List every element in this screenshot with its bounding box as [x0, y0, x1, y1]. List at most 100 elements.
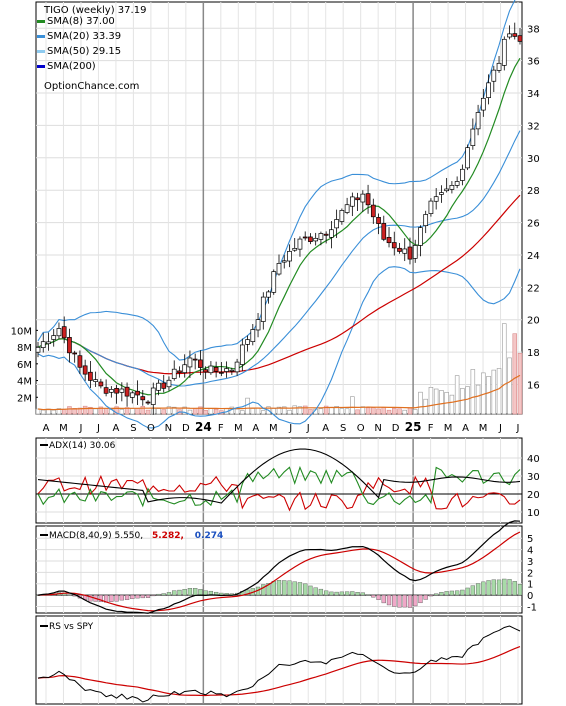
- candle-up: [480, 97, 486, 111]
- macd-hist-bar: [88, 594, 93, 602]
- x-tick-label: J: [78, 423, 82, 434]
- macd-signal-value: 5.282,: [152, 531, 184, 541]
- candle-up: [119, 388, 125, 393]
- macd-label: MACD(8,40,9) 5.550, 5.282, 0.274: [49, 531, 223, 541]
- macd-hist-bar: [245, 589, 250, 596]
- x-tick-label: A: [252, 423, 259, 434]
- volume-bar: [365, 407, 371, 415]
- x-tick-label: F: [428, 423, 434, 434]
- candle-up: [266, 291, 271, 298]
- macd-hist-bar: [444, 591, 449, 596]
- x-tick-label: F: [218, 423, 224, 434]
- macd-hist-bar: [287, 580, 292, 596]
- candle-down: [135, 390, 140, 396]
- x-tick-label: A: [462, 423, 469, 434]
- macd-hist-bar: [365, 594, 371, 596]
- macd-signal-line: [37, 531, 521, 612]
- candle-up: [229, 369, 235, 372]
- volume-bar: [234, 408, 240, 415]
- volume-bar: [512, 333, 518, 415]
- volume-bar: [287, 409, 292, 415]
- candle-up: [412, 245, 418, 259]
- macd-hist-bar: [376, 594, 381, 600]
- macd-hist-bar: [339, 591, 345, 596]
- rs-label: RS vs SPY: [49, 622, 94, 632]
- volume-bar: [318, 408, 324, 415]
- macd-legend-swatch: [40, 534, 48, 536]
- macd-hist-bar: [187, 588, 193, 596]
- candle-up: [93, 379, 98, 382]
- macd-hist-bar: [397, 594, 402, 608]
- volume-bar: [88, 406, 93, 415]
- volume-y-tick: 8M: [17, 343, 32, 354]
- macd-hist-bar: [161, 593, 166, 596]
- candle-up: [339, 210, 345, 222]
- x-tick-label: J: [306, 423, 310, 434]
- macd-hist-bar: [271, 581, 276, 596]
- macd-hist-bar: [261, 584, 266, 596]
- volume-bar: [40, 409, 46, 415]
- candle-up: [234, 361, 240, 373]
- candle-up: [444, 188, 450, 192]
- x-tick-label: A: [43, 423, 50, 434]
- candle-down: [82, 365, 88, 375]
- volume-bar: [412, 409, 418, 415]
- price-y-tick: 34: [527, 89, 540, 100]
- candle-up: [318, 233, 324, 240]
- legend-swatch: [37, 50, 45, 53]
- candle-up: [187, 357, 193, 368]
- x-tick-label: M: [234, 423, 243, 434]
- price-y-tick: 16: [527, 380, 540, 391]
- macd-hist-bar: [156, 593, 161, 596]
- adx-y-tick: 10: [527, 508, 540, 519]
- candle-up: [329, 229, 334, 238]
- candle-up: [271, 271, 277, 293]
- adx-line: [37, 448, 521, 504]
- price-y-tick: 26: [527, 219, 540, 230]
- volume-bar: [360, 406, 366, 415]
- macd-hist-bar: [135, 594, 140, 599]
- adx-minus-di-line: [37, 474, 521, 512]
- candle-up: [292, 248, 298, 251]
- price-y-tick: 22: [527, 283, 540, 294]
- macd-hist-bar: [470, 585, 475, 596]
- volume-bar: [130, 408, 135, 415]
- candle-down: [370, 204, 376, 218]
- volume-bar: [156, 408, 161, 415]
- macd-hist-value: 0.274: [195, 531, 223, 541]
- volume-bar: [371, 407, 376, 415]
- adx-y-tick: 40: [527, 454, 540, 465]
- volume-bar: [397, 408, 402, 415]
- macd-hist-bar: [276, 580, 282, 596]
- x-tick-label: M: [479, 423, 488, 434]
- rs-legend-swatch: [40, 625, 48, 627]
- candle-down: [219, 371, 224, 374]
- macd-y-tick: -1: [527, 602, 537, 613]
- candle-down: [391, 242, 397, 249]
- price-y-tick: 24: [527, 251, 540, 262]
- candle-up: [250, 329, 256, 342]
- x-tick-label: J: [288, 423, 292, 434]
- macd-hist-bar: [151, 594, 156, 597]
- volume-bar: [250, 408, 256, 415]
- macd-hist-bar: [360, 592, 365, 596]
- x-tick-label: 24: [195, 420, 212, 434]
- candle-up: [166, 379, 172, 388]
- macd-hist-bar: [486, 580, 491, 596]
- x-tick-label: N: [165, 423, 172, 434]
- bollinger-lower-line: [37, 266, 521, 429]
- candle-down: [381, 223, 387, 240]
- volume-bar: [386, 409, 392, 415]
- price-legend: TIGO (weekly) 37.19 SMA(8) 37.00 SMA(20) …: [37, 5, 146, 92]
- price-y-tick: 30: [527, 154, 540, 165]
- candle-down: [376, 217, 381, 224]
- adx-y-tick: 20: [527, 490, 540, 501]
- adx-y-tick: 30: [527, 472, 540, 483]
- macd-hist-bar: [109, 594, 114, 602]
- volume-bar: [67, 406, 72, 415]
- rs-panel: RS vs SPY: [35, 615, 523, 705]
- volume-bar: [103, 408, 109, 415]
